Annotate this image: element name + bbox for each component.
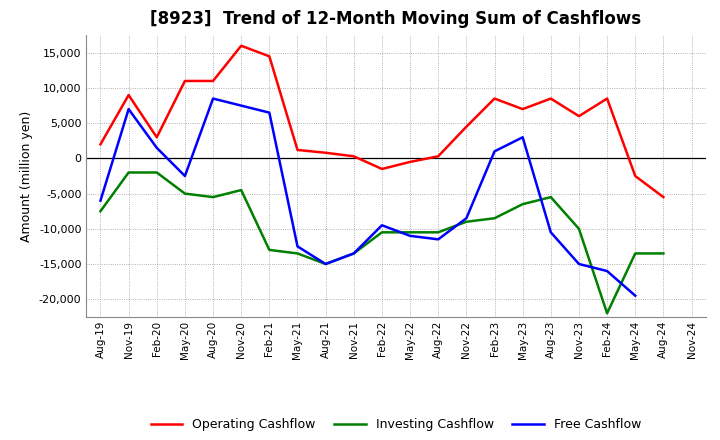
Operating Cashflow bbox=[293, 147, 302, 153]
Operating Cashflow bbox=[96, 142, 105, 147]
Investing Cashflow bbox=[490, 216, 499, 221]
Investing Cashflow bbox=[153, 170, 161, 175]
Investing Cashflow bbox=[462, 219, 471, 224]
Operating Cashflow bbox=[631, 173, 639, 179]
Free Cashflow bbox=[546, 230, 555, 235]
Title: [8923]  Trend of 12-Month Moving Sum of Cashflows: [8923] Trend of 12-Month Moving Sum of C… bbox=[150, 10, 642, 28]
Investing Cashflow bbox=[377, 230, 386, 235]
Free Cashflow bbox=[125, 106, 133, 112]
Investing Cashflow bbox=[349, 251, 358, 256]
Operating Cashflow bbox=[490, 96, 499, 101]
Operating Cashflow bbox=[518, 106, 527, 112]
Investing Cashflow bbox=[406, 230, 415, 235]
Investing Cashflow bbox=[575, 226, 583, 231]
Free Cashflow bbox=[406, 233, 415, 238]
Investing Cashflow bbox=[434, 230, 443, 235]
Free Cashflow bbox=[96, 198, 105, 203]
Investing Cashflow bbox=[265, 247, 274, 253]
Investing Cashflow bbox=[237, 187, 246, 193]
Free Cashflow bbox=[293, 244, 302, 249]
Free Cashflow bbox=[181, 173, 189, 179]
Investing Cashflow bbox=[603, 311, 611, 316]
Free Cashflow bbox=[631, 293, 639, 298]
Free Cashflow bbox=[377, 223, 386, 228]
Investing Cashflow bbox=[659, 251, 667, 256]
Line: Operating Cashflow: Operating Cashflow bbox=[101, 46, 663, 197]
Free Cashflow bbox=[575, 261, 583, 267]
Operating Cashflow bbox=[321, 150, 330, 155]
Operating Cashflow bbox=[125, 92, 133, 98]
Operating Cashflow bbox=[181, 78, 189, 84]
Investing Cashflow bbox=[96, 209, 105, 214]
Operating Cashflow bbox=[377, 166, 386, 172]
Free Cashflow bbox=[603, 268, 611, 274]
Operating Cashflow bbox=[406, 159, 415, 165]
Free Cashflow bbox=[237, 103, 246, 108]
Operating Cashflow bbox=[265, 54, 274, 59]
Investing Cashflow bbox=[293, 251, 302, 256]
Free Cashflow bbox=[153, 145, 161, 150]
Investing Cashflow bbox=[518, 202, 527, 207]
Investing Cashflow bbox=[181, 191, 189, 196]
Free Cashflow bbox=[462, 216, 471, 221]
Operating Cashflow bbox=[349, 154, 358, 159]
Operating Cashflow bbox=[237, 43, 246, 48]
Legend: Operating Cashflow, Investing Cashflow, Free Cashflow: Operating Cashflow, Investing Cashflow, … bbox=[146, 413, 646, 436]
Investing Cashflow bbox=[125, 170, 133, 175]
Operating Cashflow bbox=[153, 135, 161, 140]
Line: Free Cashflow: Free Cashflow bbox=[101, 99, 635, 296]
Investing Cashflow bbox=[546, 194, 555, 200]
Free Cashflow bbox=[518, 135, 527, 140]
Operating Cashflow bbox=[434, 154, 443, 159]
Free Cashflow bbox=[265, 110, 274, 115]
Operating Cashflow bbox=[209, 78, 217, 84]
Investing Cashflow bbox=[209, 194, 217, 200]
Operating Cashflow bbox=[659, 194, 667, 200]
Y-axis label: Amount (million yen): Amount (million yen) bbox=[20, 110, 33, 242]
Free Cashflow bbox=[209, 96, 217, 101]
Free Cashflow bbox=[434, 237, 443, 242]
Operating Cashflow bbox=[575, 114, 583, 119]
Free Cashflow bbox=[490, 149, 499, 154]
Investing Cashflow bbox=[321, 261, 330, 267]
Operating Cashflow bbox=[603, 96, 611, 101]
Free Cashflow bbox=[321, 261, 330, 267]
Investing Cashflow bbox=[631, 251, 639, 256]
Operating Cashflow bbox=[462, 124, 471, 129]
Free Cashflow bbox=[349, 251, 358, 256]
Line: Investing Cashflow: Investing Cashflow bbox=[101, 172, 663, 313]
Operating Cashflow bbox=[546, 96, 555, 101]
